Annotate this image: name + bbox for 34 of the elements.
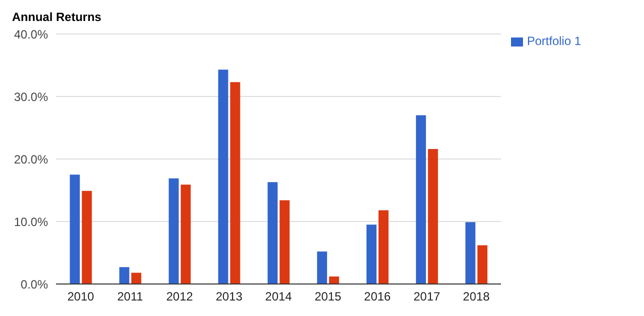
bar xyxy=(317,252,328,284)
y-tick-label: 0.0% xyxy=(20,277,48,292)
bar xyxy=(465,222,476,284)
x-tick-label: 2018 xyxy=(462,290,490,304)
bar xyxy=(268,182,278,284)
bar xyxy=(119,267,130,284)
bar xyxy=(329,276,340,284)
x-tick-label: 2011 xyxy=(117,290,144,304)
bar xyxy=(366,224,377,284)
x-tick-label: 2012 xyxy=(166,290,194,304)
legend-label: Portfolio 1 xyxy=(527,34,582,48)
y-tick-label: 20.0% xyxy=(14,152,48,166)
bar xyxy=(378,210,389,284)
bar xyxy=(82,190,92,284)
x-tick-label: 2010 xyxy=(67,290,94,304)
bar xyxy=(70,174,80,284)
y-tick-label: 40.0% xyxy=(14,27,48,42)
bar xyxy=(230,82,240,284)
x-tick-label: 2015 xyxy=(314,290,342,304)
bar xyxy=(280,200,290,284)
bar xyxy=(131,272,142,284)
x-tick-label: 2013 xyxy=(216,290,243,304)
y-tick-label: 10.0% xyxy=(14,214,48,229)
x-tick-label: 2016 xyxy=(364,290,392,304)
bar xyxy=(218,70,228,284)
x-tick-label: 2014 xyxy=(265,290,292,304)
bar xyxy=(416,115,426,284)
y-tick-label: 30.0% xyxy=(14,90,48,104)
bar xyxy=(477,245,488,284)
chart-title: Annual Returns xyxy=(12,10,102,24)
bar xyxy=(180,184,191,284)
bar xyxy=(168,178,179,284)
bar xyxy=(428,149,438,284)
x-tick-label: 2017 xyxy=(413,290,441,304)
